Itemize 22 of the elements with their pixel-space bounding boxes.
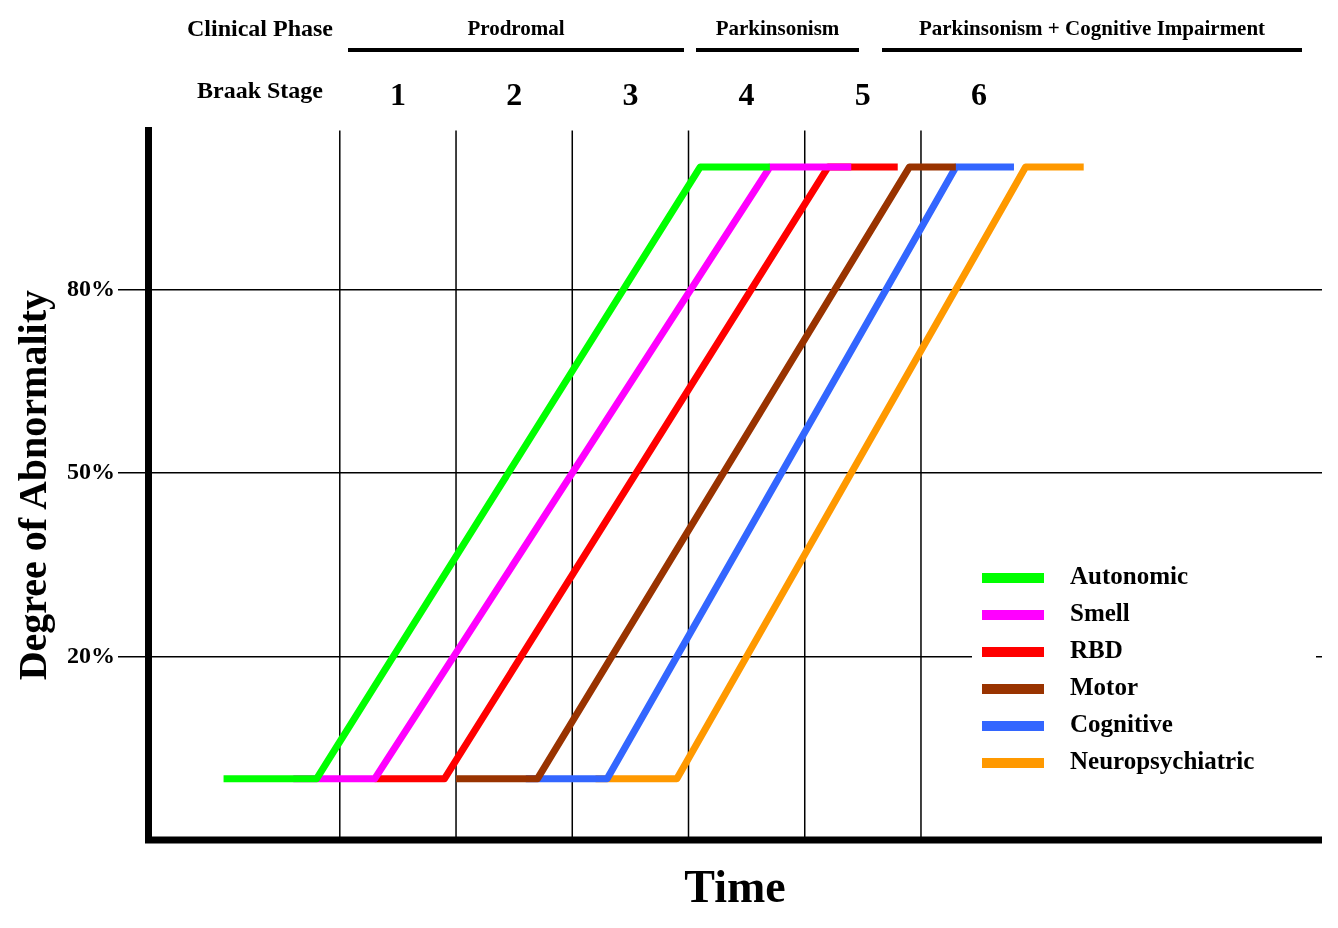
x-tick-label: 3: [622, 76, 639, 113]
legend-label: Cognitive: [1070, 710, 1173, 738]
y-tick-label: 80%: [67, 274, 115, 301]
y-axis-title: Degree of Abnormality: [10, 290, 56, 681]
text: Clinical Phase: [186, 15, 334, 42]
legend-label: Smell: [1070, 599, 1130, 627]
x-axis-title: Time: [684, 860, 786, 912]
legend-label: RBD: [1070, 636, 1123, 664]
legend-label: Motor: [1070, 673, 1139, 701]
y-tick-label: 20%: [67, 641, 115, 668]
text: Parkinsonism: [715, 16, 840, 41]
y-tick-label: 50%: [67, 458, 115, 485]
text: Prodromal: [467, 16, 565, 41]
x2-axis-title: Braak Stage: [197, 77, 324, 104]
x-tick-label: 1: [389, 76, 406, 113]
text: Parkinsonism + Cognitive Impairment: [918, 16, 1266, 41]
x-tick-label: 2: [506, 76, 523, 113]
legend-label: Neuropsychiatric: [1070, 747, 1255, 775]
x-tick-label: 5: [854, 76, 871, 113]
x-tick-label: 4: [738, 76, 755, 113]
legend-label: Autonomic: [1070, 562, 1189, 590]
x-tick-label: 6: [971, 76, 988, 113]
